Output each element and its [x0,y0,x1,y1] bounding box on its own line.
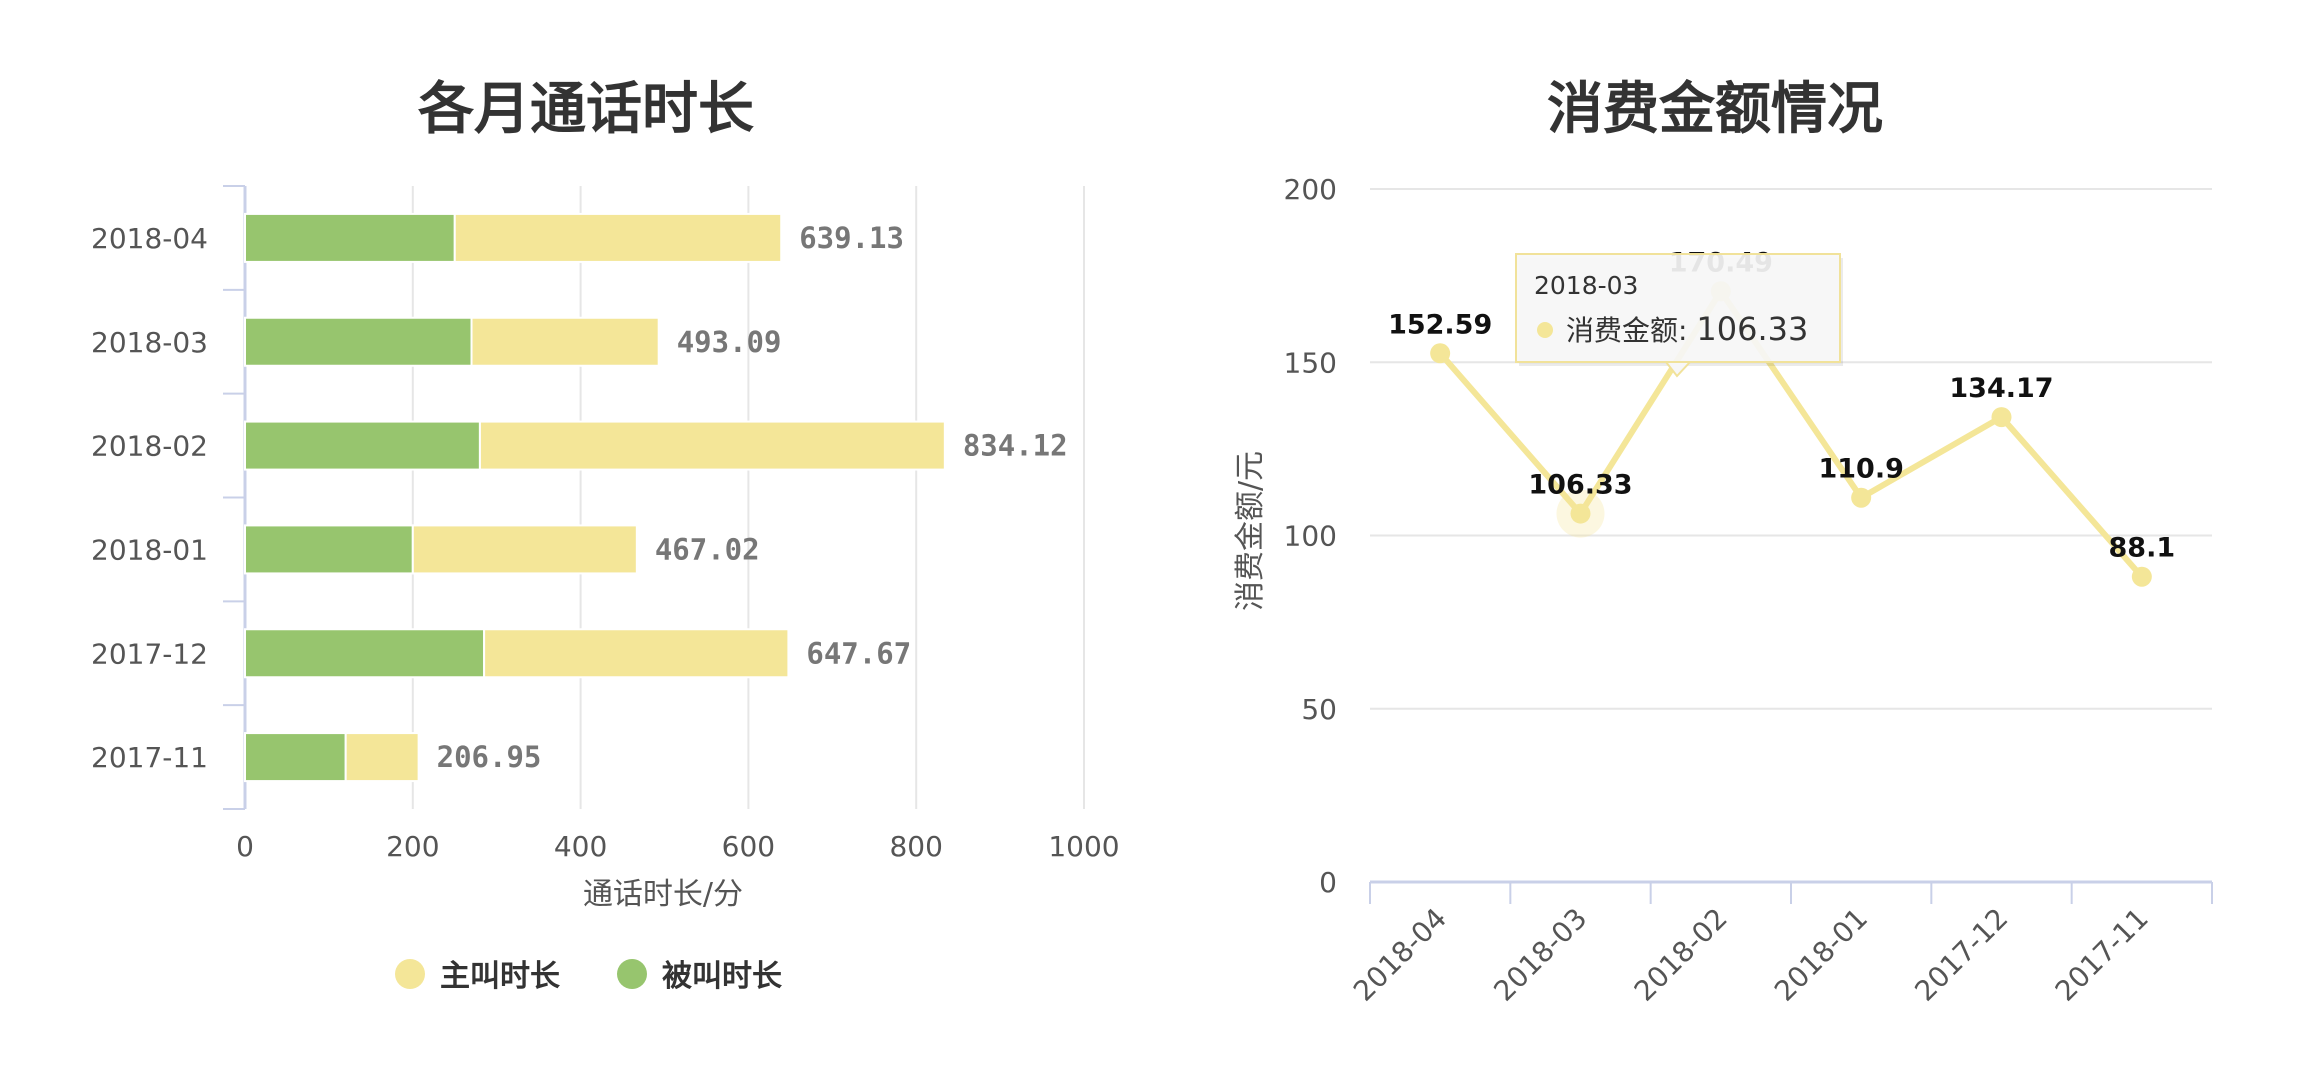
line-y-tick-label: 100 [1284,520,1337,553]
line-chart-tooltip: 2018-03 消费金额: 106.33 [1515,253,1843,378]
line-point[interactable] [1851,487,1872,508]
bar-segment-called[interactable] [244,628,486,679]
line-point[interactable] [1991,407,2012,428]
line-point[interactable] [1430,343,1451,364]
bar-category-label: 2018-01 [91,533,208,566]
legend-label: 主叫时长 [440,959,560,994]
tooltip-series-name: 消费金额: 106.33 [1566,310,1808,348]
line-y-tick-label: 200 [1284,173,1337,206]
line-category-label: 2018-03 [1487,902,1593,1008]
bar-chart-xlabel: 通话时长/分 [583,877,743,912]
tooltip-pointer [1663,361,1693,378]
line-chart-title: 消费金额情况 [1547,77,1883,142]
legend-marker [617,959,647,989]
legend-item[interactable]: 被叫时长 [617,959,782,994]
line-category-label: 2018-02 [1628,902,1734,1008]
line-y-tick-label: 50 [1301,693,1337,726]
bar-category-label: 2017-12 [91,637,208,670]
line-point-label: 110.9 [1818,454,1903,485]
bar-segment-called[interactable] [244,212,456,263]
line-chart: 消费金额情况 0 50 100 150 200 2018-04 2018-03 2018-02… [1233,77,2213,1008]
bar-total-label: 834.12 [963,429,1068,463]
bar-chart-bars: 639.13 493.09 834.12 467.02 647.67 206.95 [244,212,1068,783]
line-category-label: 2018-04 [1347,902,1453,1008]
line-point[interactable] [1570,503,1591,524]
bar-x-tick-label: 200 [386,830,439,863]
bar-segment-calling[interactable] [478,420,946,471]
bar-segment-called[interactable] [244,316,473,367]
bar-segment-calling[interactable] [453,212,783,263]
line-category-label: 2018-01 [1768,902,1874,1008]
bar-total-label: 647.67 [806,636,911,670]
bar-segment-called[interactable] [244,420,481,471]
bar-x-tick-label: 400 [554,830,607,863]
bar-segment-calling[interactable] [344,732,420,783]
bar-x-tick-label: 600 [722,830,775,863]
tooltip-series-marker [1537,322,1553,338]
tooltip-separator: : [1678,314,1696,347]
legend-item[interactable]: 主叫时长 [395,959,560,994]
bar-segment-called[interactable] [244,524,414,575]
tooltip-series-name-text: 消费金额 [1566,314,1678,347]
bar-x-tick-label: 1000 [1048,830,1119,863]
bar-category-label: 2017-11 [91,741,208,774]
bar-category-label: 2018-02 [91,430,208,463]
line-category-label: 2017-12 [1908,902,2014,1008]
line-point-label: 106.33 [1528,470,1632,501]
line-y-tick-label: 150 [1284,346,1337,379]
bar-category-label: 2018-03 [91,326,208,359]
bar-x-tick-label: 0 [236,830,254,863]
bar-chart-gridlines [411,186,1085,809]
bar-segment-called[interactable] [244,732,347,783]
legend-label: 被叫时长 [662,959,782,994]
bar-chart-title: 各月通话时长 [418,77,754,142]
bar-category-label: 2018-04 [91,222,208,255]
line-point-label: 152.59 [1388,309,1492,340]
bar-chart-axes: 0 200 400 600 800 1000 2018-04 2018-03 2018-02 20… [91,185,1120,863]
line-point-label: 134.17 [1949,373,2053,404]
bar-segment-calling[interactable] [483,628,790,679]
legend-marker [395,959,425,989]
bar-chart-legend[interactable]: 主叫时长 被叫时长 [395,959,782,994]
line-point-label: 88.1 [2109,533,2176,564]
bar-total-label: 467.02 [655,532,760,566]
line-chart-gridlines [1370,188,2212,710]
bar-segment-calling[interactable] [411,524,638,575]
bar-x-tick-label: 800 [889,830,942,863]
bar-total-label: 639.13 [799,221,904,255]
tooltip-value: 106.33 [1696,310,1808,348]
line-category-label: 2017-11 [2049,902,2155,1008]
bar-chart: 各月通话时长 0 200 400 600 800 1000 2018-04 2018-03 20… [91,77,1120,994]
bar-total-label: 206.95 [437,740,542,774]
tooltip-category: 2018-03 [1534,271,1638,300]
line-y-tick-label: 0 [1319,866,1337,899]
line-point[interactable] [2131,566,2152,587]
bar-total-label: 493.09 [677,325,782,359]
line-chart-ylabel: 消费金额/元 [1233,451,1268,611]
line-series-path [1437,288,2145,580]
bar-segment-calling[interactable] [470,316,660,367]
